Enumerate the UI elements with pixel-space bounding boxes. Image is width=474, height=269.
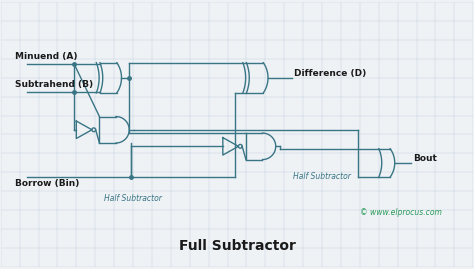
Text: © www.elprocus.com: © www.elprocus.com	[360, 208, 442, 217]
Text: Bout: Bout	[413, 154, 437, 163]
Text: Subtrahend (B): Subtrahend (B)	[15, 80, 93, 89]
Text: Difference (D): Difference (D)	[294, 69, 366, 78]
Text: Half Subtractor: Half Subtractor	[293, 172, 351, 181]
Text: Half Subtractor: Half Subtractor	[104, 194, 162, 203]
Text: Minuend (A): Minuend (A)	[15, 52, 77, 61]
Text: Full Subtractor: Full Subtractor	[179, 239, 295, 253]
Text: Borrow (Bin): Borrow (Bin)	[15, 179, 79, 189]
